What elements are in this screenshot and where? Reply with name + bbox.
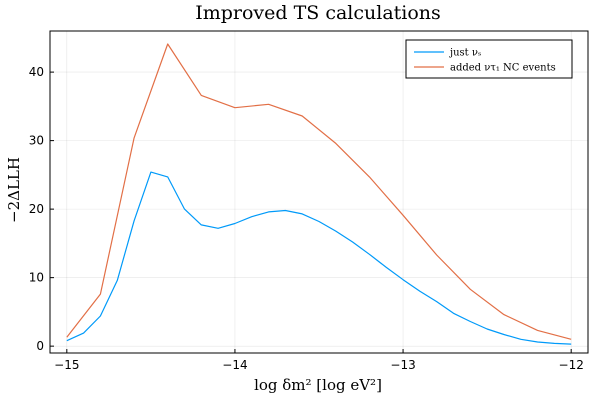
legend-label-1: just νₛ xyxy=(449,48,481,59)
x-axis-label: log δm² [log eV²] xyxy=(254,376,382,394)
x-tick-label: −14 xyxy=(222,358,247,372)
legend-label-2: added ντ₁ NC events xyxy=(450,63,556,74)
y-tick-label: 10 xyxy=(29,271,44,285)
series-line-1 xyxy=(66,171,572,345)
chart-title: Improved TS calculations xyxy=(195,2,441,24)
legend-box xyxy=(405,39,573,79)
legend: just νₛ added ντ₁ NC events xyxy=(405,39,573,79)
grid xyxy=(50,31,588,353)
series-lines xyxy=(66,43,572,345)
x-tick-label: −12 xyxy=(559,358,584,372)
y-tick-label: 0 xyxy=(36,339,44,353)
plot-frame xyxy=(49,30,589,354)
x-tick-label: −15 xyxy=(54,358,79,372)
series-line-2 xyxy=(66,43,572,340)
y-tick-label: 40 xyxy=(29,65,44,79)
y-tick-label: 20 xyxy=(29,202,44,216)
x-tick-label: −13 xyxy=(390,358,415,372)
x-axis: −15 −14 −13 −12 xyxy=(54,349,584,372)
y-axis: 0 10 20 30 40 xyxy=(29,65,54,353)
y-axis-label: −2ΔLLH xyxy=(5,157,23,223)
y-tick-label: 30 xyxy=(29,134,44,148)
